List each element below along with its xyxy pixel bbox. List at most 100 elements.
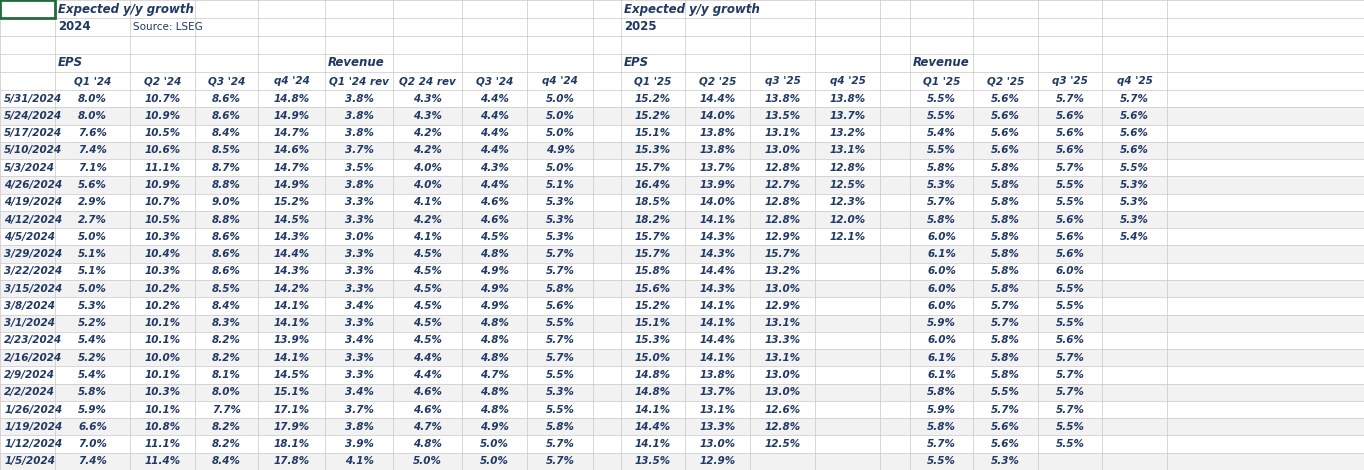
Text: 5.3%: 5.3% — [1120, 214, 1148, 225]
Text: 4.2%: 4.2% — [413, 214, 442, 225]
Text: 4.3%: 4.3% — [480, 163, 509, 173]
Text: 3/8/2024: 3/8/2024 — [4, 301, 55, 311]
Text: 5.2%: 5.2% — [78, 352, 106, 363]
Text: 13.2%: 13.2% — [829, 128, 866, 138]
Text: Revenue: Revenue — [327, 56, 385, 70]
Text: 8.5%: 8.5% — [211, 145, 241, 156]
Text: 14.1%: 14.1% — [700, 214, 735, 225]
Bar — [0, 176, 1364, 194]
Text: 14.1%: 14.1% — [700, 352, 735, 363]
Text: 6.1%: 6.1% — [928, 249, 956, 259]
Text: 8.8%: 8.8% — [211, 214, 241, 225]
Text: 10.3%: 10.3% — [145, 387, 180, 397]
Text: 3.3%: 3.3% — [345, 266, 374, 276]
Text: 15.3%: 15.3% — [634, 145, 671, 156]
Text: 8.0%: 8.0% — [211, 387, 241, 397]
Bar — [0, 36, 1364, 54]
Text: 5.9%: 5.9% — [78, 405, 106, 415]
Text: 2024: 2024 — [57, 21, 90, 33]
Text: 4.7%: 4.7% — [480, 370, 509, 380]
Text: 5.8%: 5.8% — [928, 214, 956, 225]
Text: 5/3/2024: 5/3/2024 — [4, 163, 55, 173]
Text: 5.7%: 5.7% — [1056, 387, 1084, 397]
Text: 10.3%: 10.3% — [145, 232, 180, 242]
Text: 5.6%: 5.6% — [78, 180, 106, 190]
Text: 5.7%: 5.7% — [928, 197, 956, 207]
Text: 13.5%: 13.5% — [764, 111, 801, 121]
Text: 13.7%: 13.7% — [700, 163, 735, 173]
Text: 5.8%: 5.8% — [546, 283, 574, 294]
Text: 4.8%: 4.8% — [480, 336, 509, 345]
Text: 4.5%: 4.5% — [413, 266, 442, 276]
Text: 5.6%: 5.6% — [546, 301, 574, 311]
Text: 14.1%: 14.1% — [634, 439, 671, 449]
Text: 6.0%: 6.0% — [928, 283, 956, 294]
Text: Q2 '24: Q2 '24 — [143, 76, 181, 86]
Text: q3 '25: q3 '25 — [765, 76, 801, 86]
Text: 4.6%: 4.6% — [480, 197, 509, 207]
Text: 14.3%: 14.3% — [273, 232, 310, 242]
Text: 5.5%: 5.5% — [992, 387, 1020, 397]
Text: 10.8%: 10.8% — [145, 422, 180, 432]
Bar — [0, 332, 1364, 349]
Text: 14.3%: 14.3% — [700, 283, 735, 294]
Text: Q1 '24: Q1 '24 — [74, 76, 112, 86]
Text: 5.8%: 5.8% — [992, 180, 1020, 190]
Text: 8.2%: 8.2% — [211, 439, 241, 449]
Text: 2.9%: 2.9% — [78, 197, 106, 207]
Text: 5.6%: 5.6% — [1056, 232, 1084, 242]
Bar — [0, 263, 1364, 280]
Text: 5.5%: 5.5% — [546, 370, 574, 380]
Text: 14.7%: 14.7% — [273, 163, 310, 173]
Bar — [0, 435, 1364, 453]
Text: 8.4%: 8.4% — [211, 456, 241, 466]
Bar — [0, 107, 1364, 125]
Text: 12.3%: 12.3% — [829, 197, 866, 207]
Text: 5.5%: 5.5% — [1056, 301, 1084, 311]
Text: 14.4%: 14.4% — [273, 249, 310, 259]
Text: 8.3%: 8.3% — [211, 318, 241, 328]
Text: 12.0%: 12.0% — [829, 214, 866, 225]
Text: 14.5%: 14.5% — [273, 370, 310, 380]
Text: 14.1%: 14.1% — [700, 301, 735, 311]
Text: 4/12/2024: 4/12/2024 — [4, 214, 63, 225]
Text: q4 '25: q4 '25 — [1117, 76, 1153, 86]
Text: 8.6%: 8.6% — [211, 111, 241, 121]
Text: 15.0%: 15.0% — [634, 352, 671, 363]
Text: 15.2%: 15.2% — [634, 301, 671, 311]
Text: 3.3%: 3.3% — [345, 197, 374, 207]
Text: 8.0%: 8.0% — [78, 94, 106, 104]
Text: 4.8%: 4.8% — [480, 318, 509, 328]
Text: 4.0%: 4.0% — [413, 163, 442, 173]
Text: 8.4%: 8.4% — [211, 128, 241, 138]
Text: 3.4%: 3.4% — [345, 336, 374, 345]
Text: 4/5/2024: 4/5/2024 — [4, 232, 55, 242]
Bar — [0, 54, 1364, 72]
Text: 8.6%: 8.6% — [211, 266, 241, 276]
Text: 5.7%: 5.7% — [546, 439, 574, 449]
Text: 13.1%: 13.1% — [700, 405, 735, 415]
Text: 14.9%: 14.9% — [273, 111, 310, 121]
Text: 4.9%: 4.9% — [546, 145, 574, 156]
Text: 5.7%: 5.7% — [546, 352, 574, 363]
Text: 5.3%: 5.3% — [546, 197, 574, 207]
Text: 5.3%: 5.3% — [546, 387, 574, 397]
Text: 10.3%: 10.3% — [145, 266, 180, 276]
Text: 4.4%: 4.4% — [480, 94, 509, 104]
Bar — [0, 228, 1364, 245]
Text: 10.7%: 10.7% — [145, 197, 180, 207]
Text: 15.8%: 15.8% — [634, 266, 671, 276]
Text: 14.6%: 14.6% — [273, 145, 310, 156]
Text: Q1 '24 rev: Q1 '24 rev — [329, 76, 389, 86]
Text: 12.5%: 12.5% — [829, 180, 866, 190]
Text: 5.6%: 5.6% — [992, 145, 1020, 156]
Text: 12.7%: 12.7% — [764, 180, 801, 190]
Text: 5.8%: 5.8% — [546, 422, 574, 432]
Text: 3.8%: 3.8% — [345, 180, 374, 190]
Text: 6.0%: 6.0% — [928, 336, 956, 345]
Text: 5.8%: 5.8% — [992, 352, 1020, 363]
Text: 4.8%: 4.8% — [413, 439, 442, 449]
Text: 5.3%: 5.3% — [928, 180, 956, 190]
Text: 5.2%: 5.2% — [78, 318, 106, 328]
Text: 13.8%: 13.8% — [764, 94, 801, 104]
